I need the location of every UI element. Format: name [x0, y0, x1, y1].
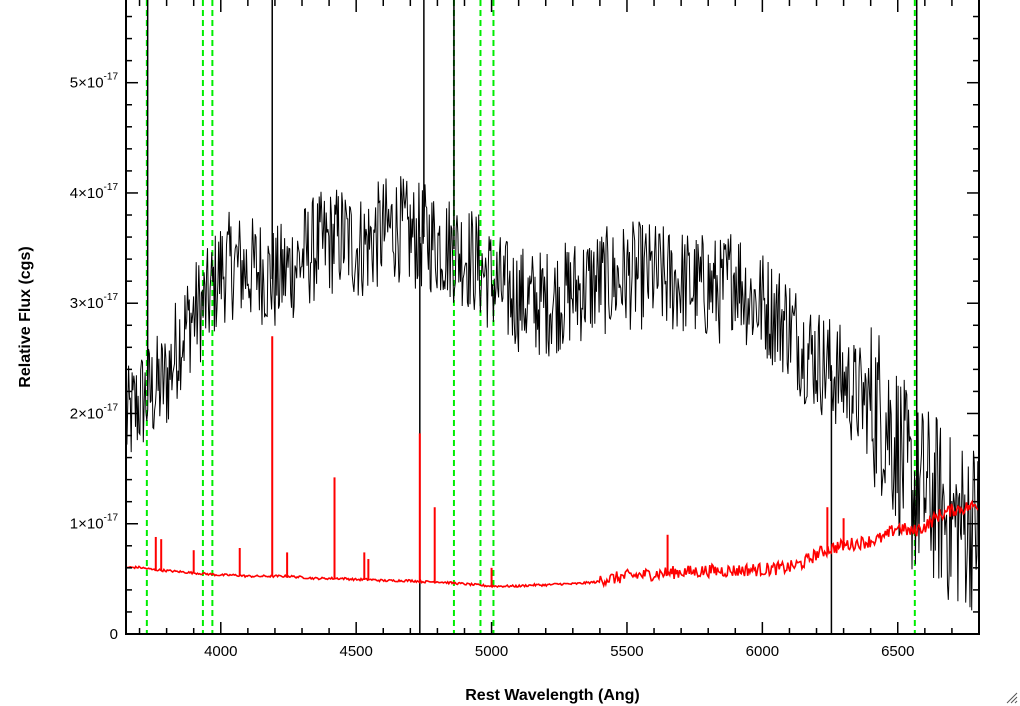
x-axis-title: Rest Wavelength (Ang) [465, 687, 640, 704]
y-tick-label: 1×10-17 [70, 513, 119, 533]
x-tick-label: 5000 [475, 643, 508, 660]
y-tick-label: 3×10-17 [70, 292, 119, 312]
y-tick-label: 4×10-17 [70, 182, 119, 202]
observed-spectrum-line [126, 176, 979, 611]
x-tick-label: 4000 [204, 643, 237, 660]
x-tick-label: 5500 [610, 643, 643, 660]
plot-frame [125, 0, 980, 635]
model-spectrum-series [126, 336, 979, 589]
x-tick-label: 6500 [881, 643, 914, 660]
x-tick-labels: 4000 4500 5000 5500 6000 6500 [204, 643, 914, 660]
x-tick-label: 6000 [746, 643, 779, 660]
y-tick-label: 5×10-17 [70, 72, 119, 92]
y-tick-label: 2×10-17 [70, 402, 119, 422]
y-tick-labels: 0 1×10-17 2×10-17 3×10-17 4×10-17 5×10-17 [70, 72, 119, 643]
y-axis-title: Relative Flux (cgs) [17, 246, 34, 387]
x-tick-label: 4500 [339, 643, 372, 660]
y-tick-label: 0 [110, 626, 118, 643]
axis-ticks [126, 0, 980, 635]
resize-grip-icon[interactable] [1006, 692, 1018, 704]
model-spectrum-line [126, 499, 979, 589]
